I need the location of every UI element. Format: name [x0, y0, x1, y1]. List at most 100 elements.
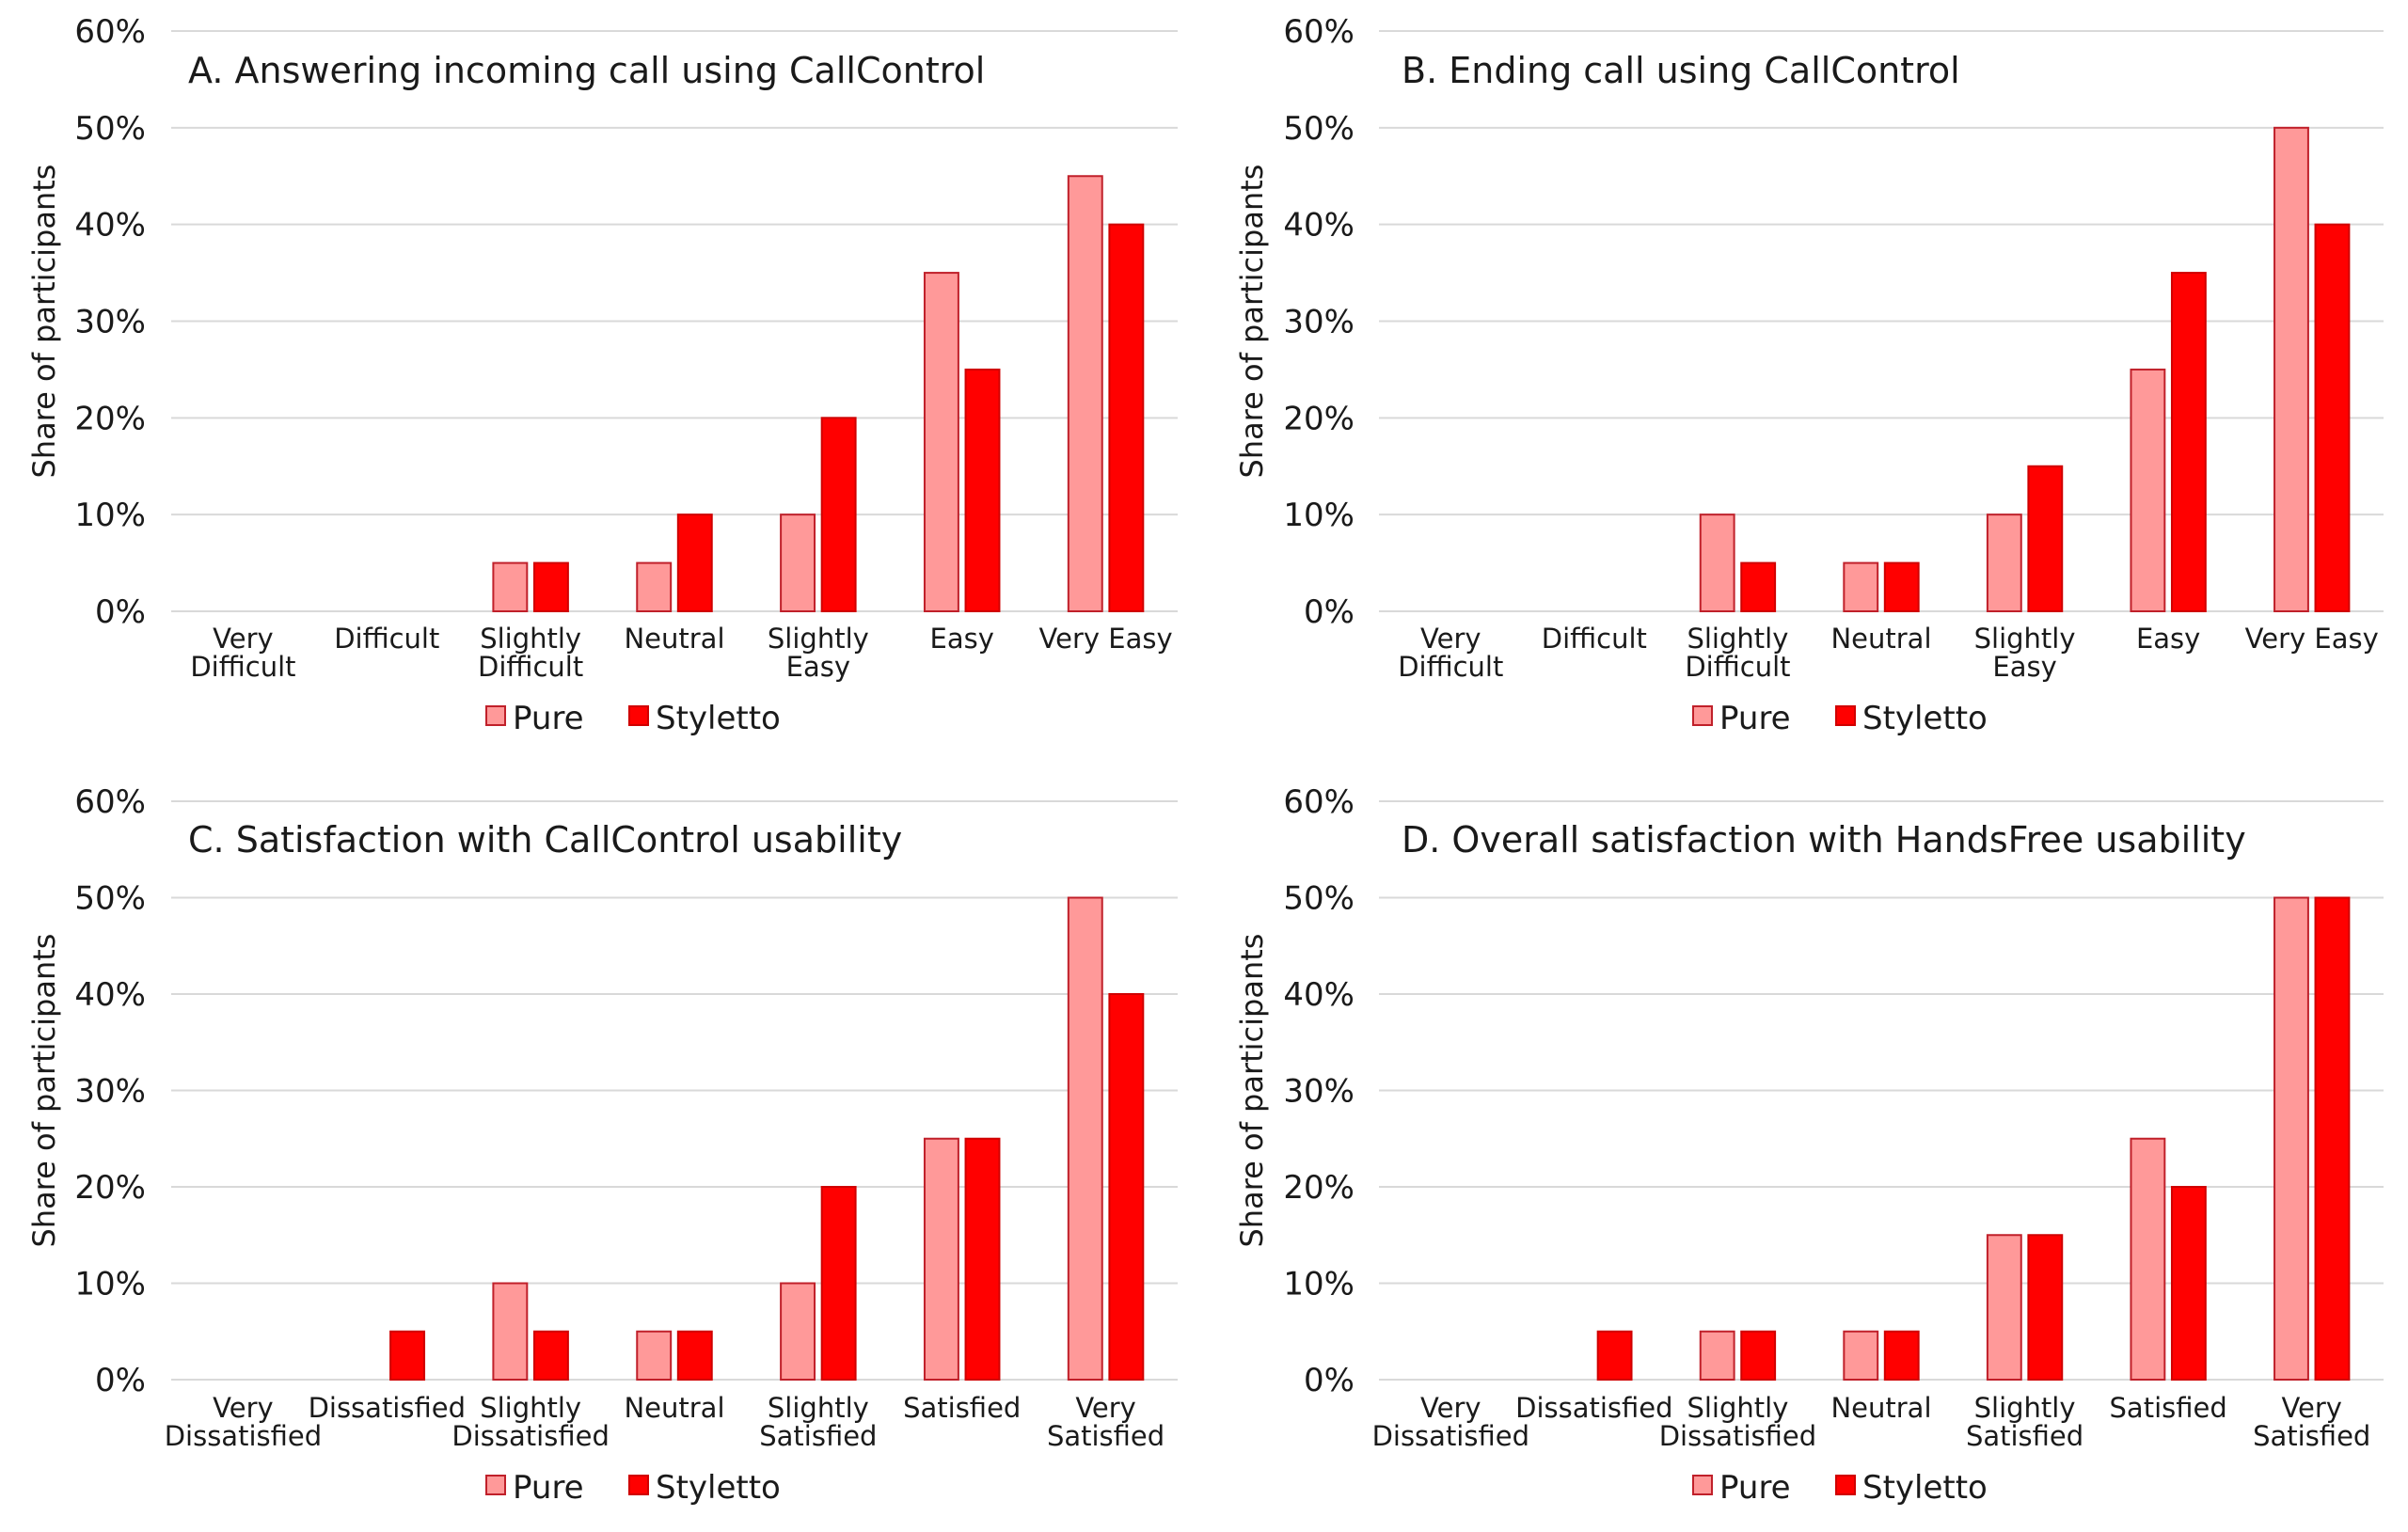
bar-pure — [2131, 1139, 2164, 1380]
y-tick-label: 10% — [1283, 1266, 1354, 1303]
y-tick-label: 50% — [74, 110, 146, 148]
legend-label-pure: Pure — [1719, 1469, 1791, 1507]
x-tick-label: Dissatisfied — [452, 1420, 609, 1452]
bar-pure — [925, 273, 958, 611]
y-tick-label: 20% — [1283, 1169, 1354, 1207]
legend-swatch-pure — [1693, 706, 1712, 725]
x-tick-label: Very Easy — [2245, 623, 2379, 655]
x-tick-label: Very — [213, 1392, 274, 1424]
legend-label-styletto: Styletto — [1862, 1469, 1988, 1507]
bar-styletto — [966, 370, 1000, 611]
x-tick-label: Slightly — [1687, 623, 1788, 655]
chart-title: B. Ending call using CallControl — [1402, 50, 1960, 91]
bar-styletto — [2316, 225, 2350, 611]
bar-pure — [493, 563, 527, 611]
legend-swatch-pure — [1693, 1476, 1712, 1494]
bar-pure — [1988, 514, 2021, 611]
bar-pure — [925, 1139, 958, 1380]
legend-label-pure: Pure — [1719, 700, 1791, 737]
chart-panel-d: 0% 10% 20% 30% 40% 50% 60% Share of participant… — [1234, 783, 2384, 1507]
bar-pure — [637, 563, 671, 611]
bar-styletto — [1741, 1332, 1775, 1380]
x-tick-label: Slightly — [1974, 623, 2076, 655]
x-tick-label: Easy — [786, 651, 850, 683]
y-tick-label: 0% — [95, 1362, 146, 1399]
y-tick-label: 0% — [1304, 593, 1354, 631]
bar-pure — [1988, 1235, 2021, 1380]
legend: Pure Styletto — [1693, 700, 1988, 737]
bar-styletto — [1109, 994, 1143, 1380]
x-tick-label: Satisfied — [2110, 1392, 2227, 1424]
bar-styletto — [534, 1332, 568, 1380]
x-tick-label: Satisfied — [2253, 1420, 2370, 1452]
legend-label-pure: Pure — [513, 1469, 584, 1507]
bar-pure — [1069, 176, 1102, 611]
x-tick-label: Easy — [1992, 651, 2056, 683]
legend: Pure Styletto — [1693, 1469, 1988, 1507]
x-tick-label: Neutral — [1830, 1392, 1931, 1424]
bar-pure — [781, 1284, 815, 1381]
y-tick-label: 10% — [1283, 497, 1354, 534]
y-tick-label: 60% — [74, 13, 146, 51]
x-tick-label: Neutral — [624, 623, 724, 655]
x-tick-label: Slightly — [1687, 1392, 1788, 1424]
x-tick-label: Slightly — [1974, 1392, 2076, 1424]
bar-styletto — [534, 563, 568, 611]
y-axis-label: Share of participants — [26, 934, 62, 1248]
chart-panel-b: 0% 10% 20% 30% 40% 50% 60% Share of participant… — [1234, 13, 2384, 737]
y-tick-label: 30% — [74, 304, 146, 341]
bar-styletto — [2028, 1235, 2062, 1380]
chart-title: C. Satisfaction with CallControl usabili… — [188, 819, 902, 861]
x-tick-label: Dissatisfied — [165, 1420, 322, 1452]
bar-styletto — [2028, 466, 2062, 611]
y-tick-label: 30% — [1283, 304, 1354, 341]
legend-swatch-styletto — [1836, 706, 1855, 725]
y-tick-label: 20% — [1283, 400, 1354, 437]
bar-styletto — [822, 418, 856, 611]
legend-swatch-styletto — [1836, 1476, 1855, 1494]
y-tick-label: 50% — [74, 880, 146, 918]
x-tick-label: Very — [1420, 623, 1481, 655]
y-tick-label: 10% — [74, 1266, 146, 1303]
bar-styletto — [390, 1332, 424, 1380]
figure: 0% 10% 20% 30% 40% 50% 60% Share of participant… — [0, 0, 2408, 1532]
bar-styletto — [1741, 563, 1775, 611]
x-tick-label: Very — [1075, 1392, 1136, 1424]
x-tick-label: Satisfied — [759, 1420, 877, 1452]
y-axis-label: Share of participants — [26, 165, 62, 479]
x-tick-label: Neutral — [624, 1392, 724, 1424]
x-tick-label: Difficult — [478, 651, 583, 683]
chart-title: A. Answering incoming call using CallCon… — [188, 50, 985, 91]
x-tick-label: Difficult — [334, 623, 439, 655]
bar-pure — [1069, 898, 1102, 1381]
legend-label-pure: Pure — [513, 700, 584, 737]
bar-pure — [2131, 370, 2164, 611]
x-tick-label: Dissatisfied — [309, 1392, 466, 1424]
bar-styletto — [822, 1187, 856, 1380]
bar-pure — [1844, 563, 1877, 611]
x-tick-label: Easy — [2136, 623, 2200, 655]
legend-label-styletto: Styletto — [656, 700, 781, 737]
x-tick-label: Very — [213, 623, 274, 655]
x-tick-label: Difficult — [190, 651, 295, 683]
x-tick-label: Satisfied — [903, 1392, 1021, 1424]
bar-styletto — [678, 514, 712, 611]
x-tick-label: Dissatisfied — [1372, 1420, 1529, 1452]
bar-pure — [637, 1332, 671, 1380]
bar-styletto — [2172, 1187, 2206, 1380]
bar-pure — [493, 1284, 527, 1381]
bar-styletto — [1109, 225, 1143, 611]
y-tick-label: 60% — [1283, 13, 1354, 51]
bar-styletto — [2316, 898, 2350, 1381]
y-tick-label: 60% — [74, 783, 146, 821]
y-tick-label: 20% — [74, 1169, 146, 1207]
bar-pure — [781, 514, 815, 611]
legend-swatch-pure — [486, 1476, 505, 1494]
x-tick-label: Dissatisfied — [1515, 1392, 1672, 1424]
y-tick-label: 40% — [1283, 207, 1354, 245]
legend: Pure Styletto — [486, 1469, 781, 1507]
x-tick-label: Neutral — [1830, 623, 1931, 655]
y-tick-label: 40% — [74, 976, 146, 1014]
chart-title: D. Overall satisfaction with HandsFree u… — [1402, 819, 2246, 861]
bar-styletto — [2172, 273, 2206, 611]
